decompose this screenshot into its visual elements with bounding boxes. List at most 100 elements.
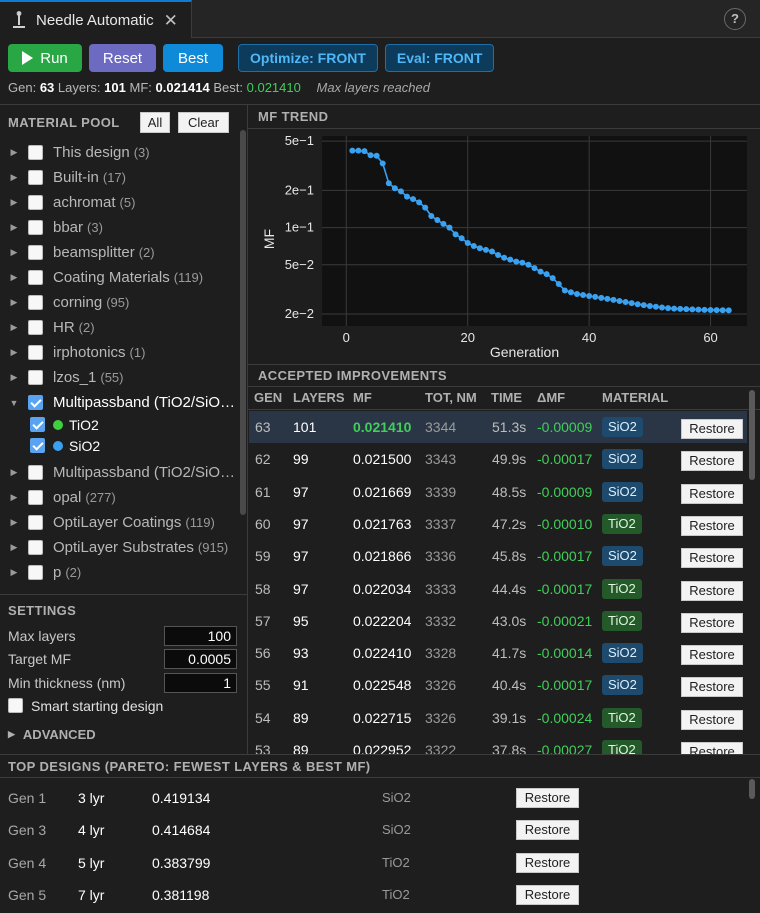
table-row[interactable]: 56 93 0.022410 3328 41.7s -0.00014 SiO2 Restore (249, 637, 747, 669)
eval-mode-button[interactable]: Eval: FRONT (384, 44, 495, 72)
chevron-right-icon[interactable]: ▶ (10, 517, 18, 527)
restore-button[interactable]: Restore (681, 677, 743, 698)
restore-button[interactable]: Restore (681, 515, 743, 536)
table-row[interactable]: 57 95 0.022204 3332 43.0s -0.00021 TiO2 Restore (249, 605, 747, 637)
improvements-scrollbar[interactable] (749, 390, 755, 480)
smart-start-checkbox-row[interactable]: Smart starting design (8, 693, 163, 718)
pool-item[interactable]: ▶ achromat (5) (8, 190, 136, 215)
top-design-row[interactable]: Gen 1 3 lyr 0.419134 SiO2 Restore (0, 781, 745, 813)
pool-item-checkbox[interactable] (28, 565, 43, 580)
restore-button[interactable]: Restore (516, 852, 579, 873)
pool-item[interactable]: ▶ This design (3) (8, 140, 150, 165)
pool-item-checkbox[interactable] (28, 515, 43, 530)
chevron-right-icon[interactable]: ▶ (10, 542, 18, 552)
column-header[interactable]: TIME (491, 390, 523, 405)
pool-item-checkbox[interactable] (28, 490, 43, 505)
restore-button[interactable]: Restore (681, 451, 743, 472)
select-all-button[interactable]: All (140, 112, 170, 133)
pool-item-checkbox[interactable] (28, 370, 43, 385)
pool-item-checkbox[interactable] (28, 540, 43, 555)
smart-start-checkbox[interactable] (8, 698, 23, 713)
column-header[interactable]: TOT, NM (425, 390, 477, 405)
pool-item[interactable]: ▶ bbar (3) (8, 215, 103, 240)
table-row[interactable]: 55 91 0.022548 3326 40.4s -0.00017 SiO2 Restore (249, 669, 747, 701)
top-design-row[interactable]: Gen 3 4 lyr 0.414684 SiO2 Restore (0, 813, 745, 845)
pool-subitem-checkbox[interactable] (30, 438, 45, 453)
pool-item-checkbox[interactable] (28, 145, 43, 160)
optimize-mode-button[interactable]: Optimize: FRONT (238, 44, 378, 72)
restore-button[interactable]: Restore (681, 580, 743, 601)
help-icon[interactable]: ? (724, 8, 746, 30)
chevron-right-icon[interactable]: ▶ (10, 322, 18, 332)
chevron-right-icon[interactable]: ▶ (10, 147, 18, 157)
restore-button[interactable]: Restore (516, 884, 579, 905)
chevron-right-icon[interactable]: ▶ (10, 467, 18, 477)
pool-subitem-checkbox[interactable] (30, 417, 45, 432)
pool-item-checkbox[interactable] (28, 465, 43, 480)
table-row[interactable]: 60 97 0.021763 3337 47.2s -0.00010 TiO2 Restore (249, 508, 747, 540)
restore-button[interactable]: Restore (516, 820, 579, 841)
pool-item[interactable]: ▶ irphotonics (1) (8, 340, 146, 365)
pool-item-checkbox[interactable] (28, 245, 43, 260)
material-pool-scrollbar[interactable] (240, 130, 246, 515)
restore-button[interactable]: Restore (681, 645, 743, 666)
restore-button[interactable]: Restore (681, 709, 743, 730)
chevron-right-icon[interactable]: ▶ (10, 372, 18, 382)
column-header[interactable]: MF (353, 390, 372, 405)
pool-subitem[interactable]: TiO2 (30, 412, 99, 437)
column-header[interactable]: MATERIAL (602, 390, 669, 405)
chevron-down-icon[interactable]: ▼ (9, 397, 19, 408)
top-design-row[interactable]: Gen 4 5 lyr 0.383799 TiO2 Restore (0, 846, 745, 878)
reset-button[interactable]: Reset (89, 44, 156, 72)
chevron-right-icon[interactable]: ▶ (10, 197, 18, 207)
chevron-right-icon[interactable]: ▶ (10, 272, 18, 282)
table-row[interactable]: 59 97 0.021866 3336 45.8s -0.00017 SiO2 Restore (249, 540, 747, 572)
pool-item[interactable]: ▶schott2025(266) (8, 585, 161, 590)
pool-item[interactable]: ▼ Multipassband (TiO2/SiO… (8, 390, 235, 415)
table-row[interactable]: 58 97 0.022034 3333 44.4s -0.00017 TiO2 Restore (249, 573, 747, 605)
column-header[interactable]: GEN (254, 390, 283, 405)
min-thickness-input[interactable]: 1 (164, 673, 237, 693)
best-button[interactable]: Best (163, 44, 223, 72)
pool-item[interactable]: ▶ Built-in (17) (8, 165, 126, 190)
restore-button[interactable]: Restore (681, 548, 743, 569)
pool-item-checkbox[interactable] (28, 195, 43, 210)
close-icon[interactable]: ✕ (163, 10, 178, 30)
pool-item[interactable]: ▶ corning (95) (8, 290, 130, 315)
column-header[interactable]: ΔMF (537, 390, 566, 405)
restore-button[interactable]: Restore (681, 742, 743, 754)
max-layers-input[interactable]: 100 (164, 626, 237, 646)
pool-item-checkbox[interactable] (28, 320, 43, 335)
pool-item-checkbox[interactable] (28, 270, 43, 285)
pool-item[interactable]: ▶ lzos_1 (55) (8, 365, 124, 390)
pool-subitem[interactable]: SiO2 (30, 433, 100, 458)
chevron-right-icon[interactable]: ▶ (10, 347, 18, 357)
table-row[interactable]: 53 89 0.022952 3322 37.8s -0.00027 TiO2 Restore (249, 734, 747, 754)
pool-item[interactable]: ▶ Multipassband (TiO2/SiO… (8, 460, 235, 485)
pool-item[interactable]: ▶ Coating Materials (119) (8, 265, 204, 290)
chevron-right-icon[interactable]: ▶ (10, 247, 18, 257)
top-designs-scrollbar[interactable] (749, 779, 755, 799)
restore-button[interactable]: Restore (681, 483, 743, 504)
table-row[interactable]: 61 97 0.021669 3339 48.5s -0.00009 SiO2 Restore (249, 476, 747, 508)
pool-item-checkbox[interactable] (28, 395, 43, 410)
pool-item[interactable]: ▶ p (2) (8, 560, 82, 585)
top-design-row[interactable]: Gen 5 7 lyr 0.381198 TiO2 Restore (0, 878, 745, 910)
pool-item[interactable]: ▶ opal (277) (8, 485, 116, 510)
table-row[interactable]: 62 99 0.021500 3343 49.9s -0.00017 SiO2 Restore (249, 443, 747, 475)
clear-button[interactable]: Clear (178, 112, 229, 133)
table-row[interactable]: 63 101 0.021410 3344 51.3s -0.00009 SiO2 Restor… (249, 411, 747, 443)
chevron-right-icon[interactable]: ▶ (10, 222, 18, 232)
column-header[interactable]: LAYERS (293, 390, 345, 405)
table-row[interactable]: 54 89 0.022715 3326 39.1s -0.00024 TiO2 Restore (249, 702, 747, 734)
chevron-right-icon[interactable]: ▶ (10, 567, 18, 577)
pool-item[interactable]: ▶ beamsplitter (2) (8, 240, 155, 265)
chevron-right-icon[interactable]: ▶ (10, 297, 18, 307)
tab-needle-automatic[interactable]: Needle Automatic ✕ (0, 0, 192, 38)
restore-button[interactable]: Restore (516, 788, 579, 808)
pool-item-checkbox[interactable] (28, 345, 43, 360)
pool-item-checkbox[interactable] (28, 295, 43, 310)
target-mf-input[interactable]: 0.0005 (164, 649, 237, 669)
restore-button[interactable]: Restore (681, 419, 743, 439)
pool-item[interactable]: ▶ HR (2) (8, 315, 95, 340)
